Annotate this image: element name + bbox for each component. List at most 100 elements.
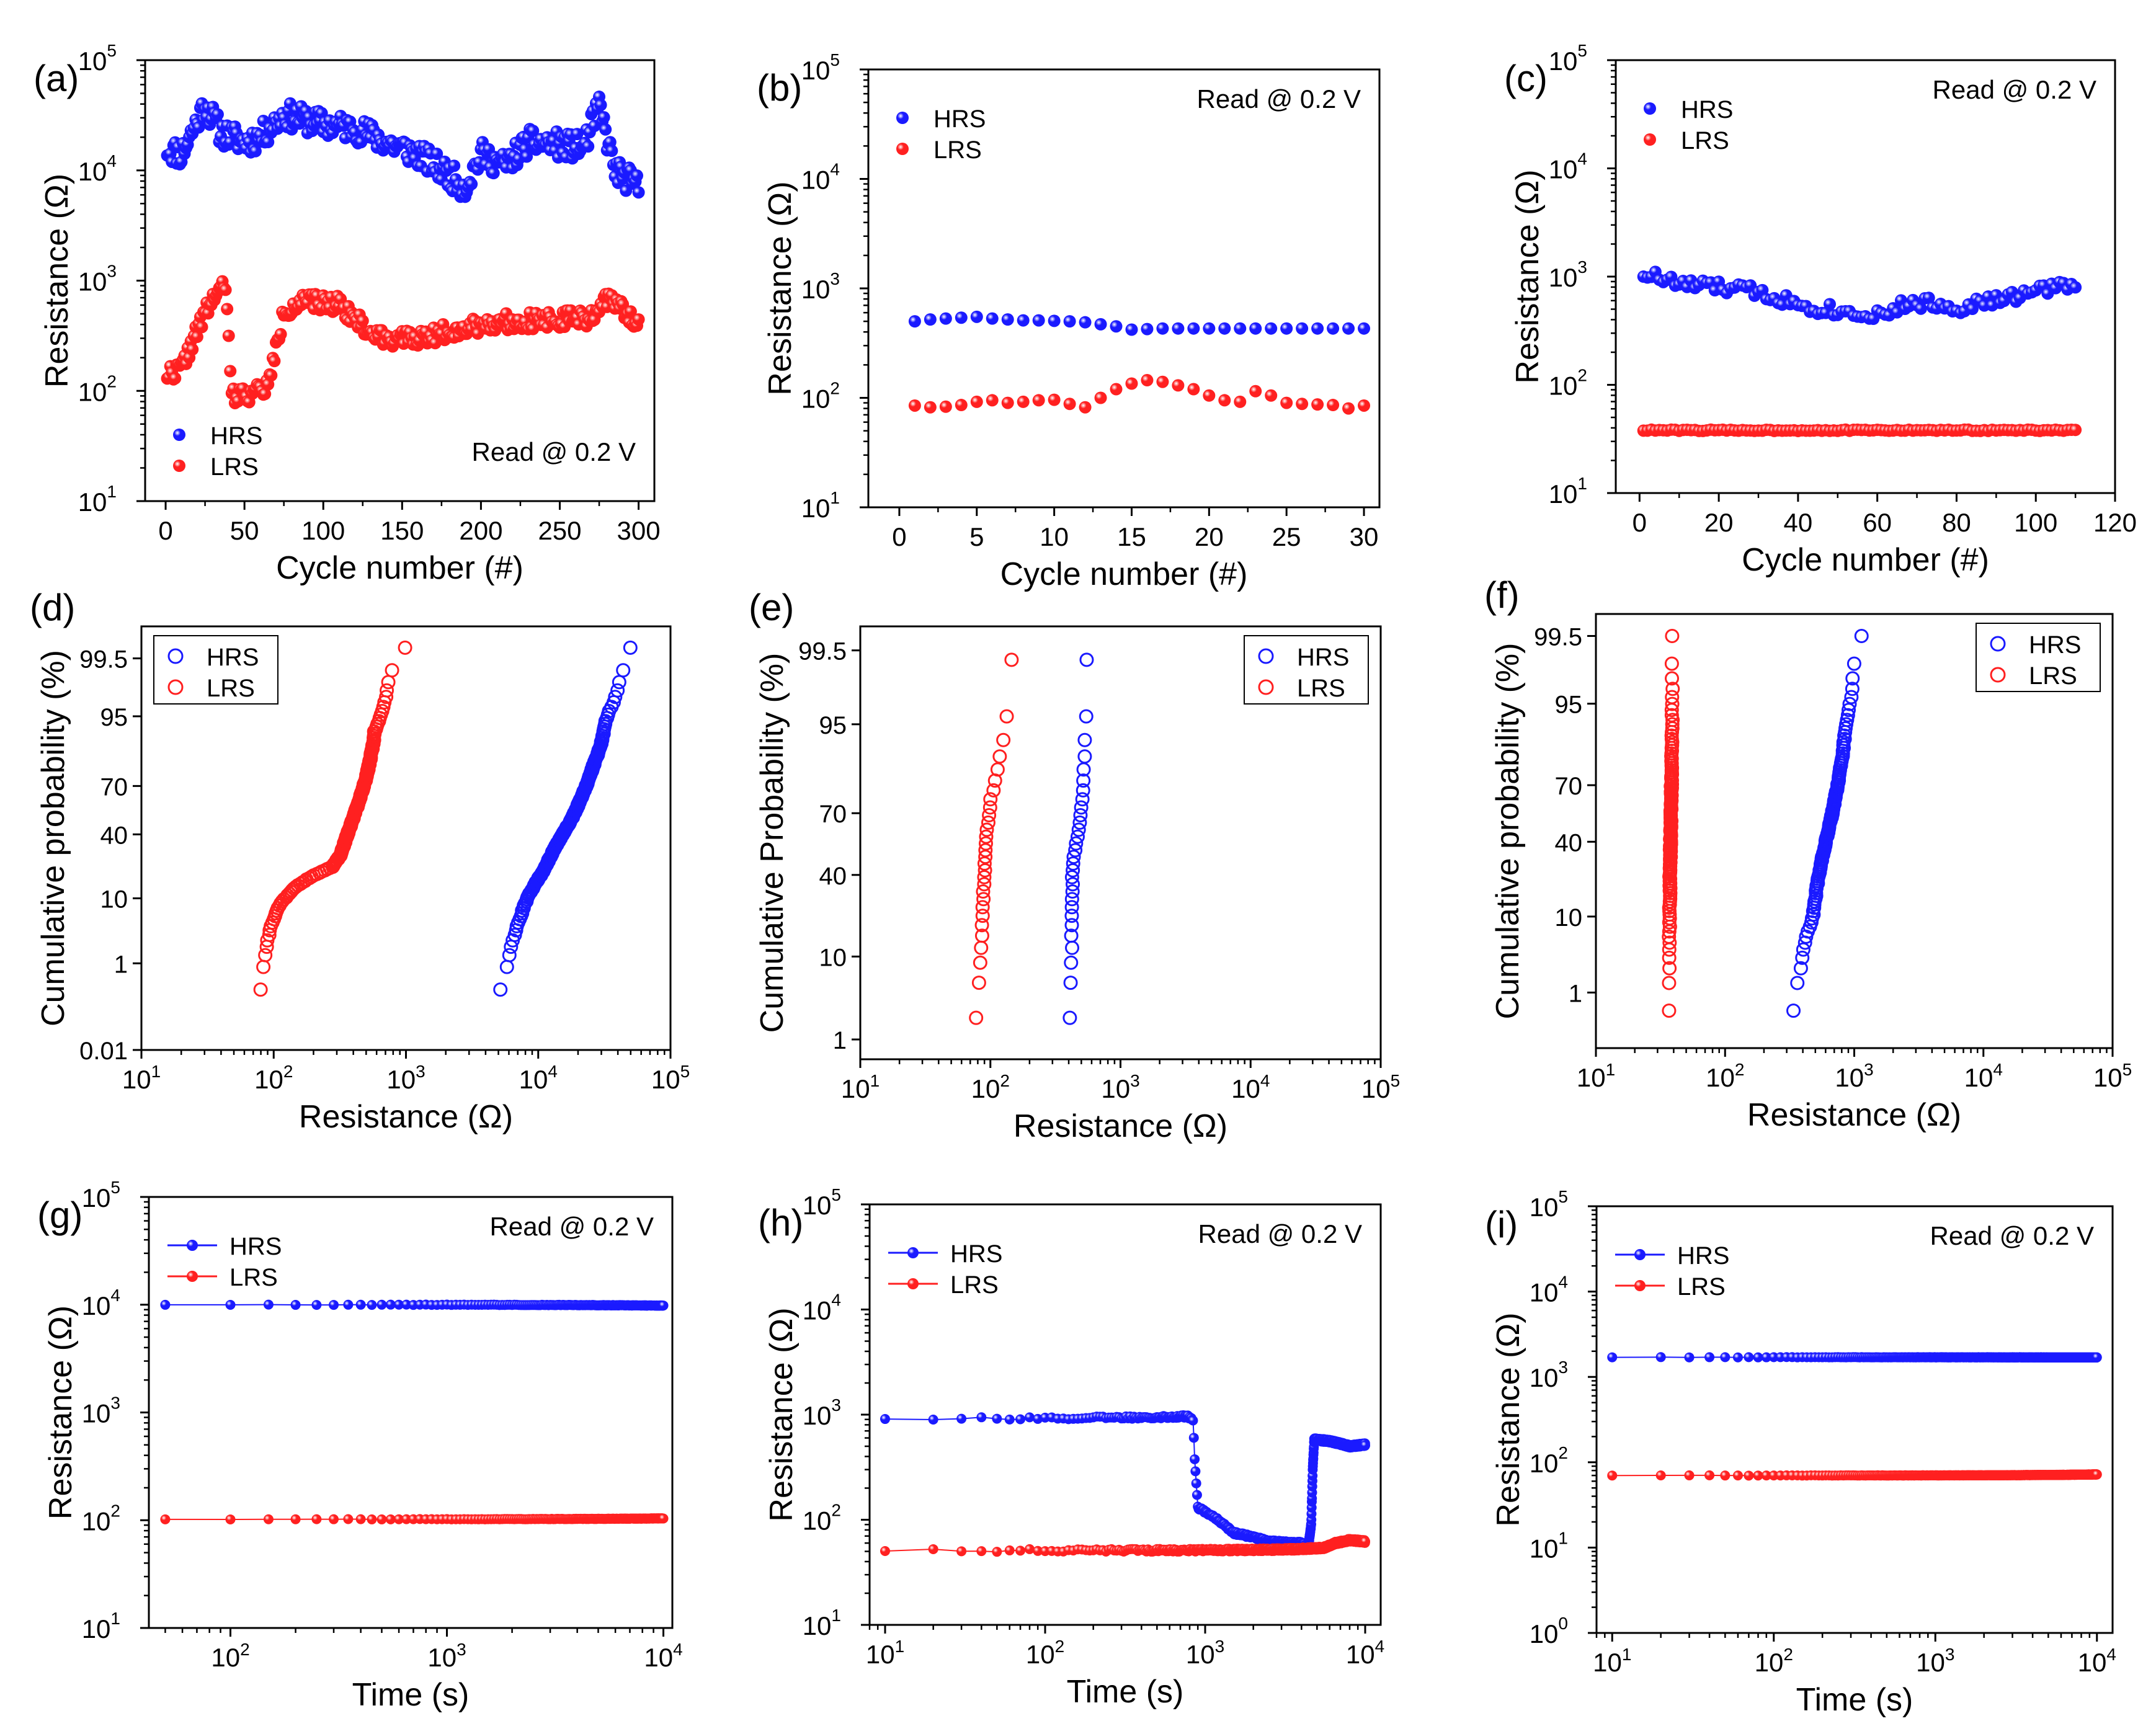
- data-point: [265, 369, 278, 382]
- x-axis-label: Cycle number (#): [1742, 542, 1989, 578]
- data-point: [268, 355, 281, 368]
- data-point: [380, 683, 394, 698]
- data-point: [224, 365, 237, 378]
- x-tick-label: 100: [301, 516, 345, 545]
- data-point: [1249, 322, 1262, 335]
- y-tick-label: 1: [114, 951, 128, 978]
- data-point: [977, 877, 992, 892]
- plot-frame-i: [1595, 1205, 2114, 1634]
- panel-label: (e): [749, 587, 794, 628]
- data-point: [1141, 322, 1154, 336]
- y-tick-label: 1: [833, 1027, 847, 1054]
- x-tick-label: 104: [644, 1640, 682, 1672]
- plot-frame-g: [148, 1196, 674, 1629]
- x-tick-label: 200: [459, 516, 502, 545]
- data-point: [493, 982, 508, 997]
- data-layer-c: [1637, 265, 2082, 437]
- plot-frame-b: [867, 68, 1381, 509]
- y-tick-label: 95: [1555, 692, 1583, 719]
- legend-label: LRS: [933, 136, 982, 164]
- read-annotation: Read @ 0.2 V: [1197, 84, 1361, 113]
- legend-marker: [907, 1247, 919, 1258]
- data-point: [1063, 398, 1076, 411]
- data-point: [1187, 322, 1200, 335]
- data-point: [394, 1514, 404, 1524]
- data-point: [1296, 398, 1309, 411]
- x-tick-label: 60: [1863, 508, 1892, 537]
- data-point: [355, 1299, 366, 1310]
- data-point: [955, 311, 968, 324]
- legend-marker: [1990, 636, 2006, 652]
- data-layer-i: [1607, 1352, 2102, 1481]
- y-axis-label: Resistance (Ω): [43, 1305, 79, 1519]
- data-point: [1790, 976, 1805, 990]
- data-point: [1076, 783, 1090, 798]
- data-point: [974, 928, 989, 943]
- data-point: [1744, 1352, 1754, 1363]
- y-tick-label: 104: [82, 1286, 120, 1320]
- data-point: [1249, 385, 1262, 398]
- y-tick-label: 101: [1549, 474, 1587, 509]
- legend-box: [153, 635, 278, 705]
- legend-marker: [1258, 648, 1274, 664]
- y-tick-label: 105: [801, 50, 840, 85]
- data-point: [616, 663, 631, 678]
- data-point: [599, 123, 612, 136]
- data-point: [379, 690, 394, 705]
- data-point: [343, 1299, 354, 1310]
- data-point: [487, 167, 500, 180]
- legend-marker: [173, 460, 185, 472]
- y-tick-label: 105: [803, 1185, 841, 1220]
- y-tick-label: 95: [819, 712, 847, 739]
- legend-label: LRS: [210, 453, 259, 481]
- data-point: [1094, 318, 1107, 331]
- data-point: [1265, 389, 1278, 402]
- data-point: [190, 331, 203, 344]
- data-point: [160, 1299, 171, 1310]
- data-point: [978, 843, 993, 858]
- data-point: [1665, 713, 1680, 727]
- data-point: [186, 343, 199, 356]
- data-point: [527, 124, 540, 137]
- data-point: [1110, 383, 1123, 396]
- data-point: [975, 909, 990, 923]
- panel-label: (f): [1484, 574, 1520, 616]
- legend-marker: [167, 679, 184, 695]
- read-annotation: Read @ 0.2 V: [1198, 1219, 1362, 1248]
- x-tick-label: 20: [1704, 508, 1734, 537]
- data-point: [969, 1010, 984, 1025]
- y-tick-label: 99.5: [1534, 623, 1582, 651]
- x-tick-label: 120: [2093, 508, 2137, 537]
- data-point: [880, 1414, 891, 1425]
- data-point: [1327, 322, 1340, 335]
- data-point: [1033, 1545, 1043, 1556]
- data-point: [311, 1514, 322, 1524]
- data-point: [632, 186, 645, 199]
- y-axis-label: Resistance (Ω): [764, 1307, 800, 1521]
- legend-marker: [896, 143, 909, 155]
- data-point: [1065, 940, 1080, 955]
- data-point: [612, 675, 626, 690]
- data-point: [928, 1544, 938, 1554]
- x-axis-label: Resistance (Ω): [1747, 1097, 1961, 1133]
- data-point: [448, 159, 461, 172]
- y-tick-label: 101: [78, 482, 117, 517]
- x-axis-label: Resistance (Ω): [1013, 1108, 1227, 1144]
- x-tick-label: 103: [386, 1062, 425, 1094]
- data-point: [1662, 976, 1677, 990]
- data-point: [253, 982, 268, 997]
- data-point: [974, 918, 989, 933]
- data-point: [1966, 303, 1979, 316]
- legend-marker: [1644, 102, 1656, 115]
- read-annotation: Read @ 0.2 V: [490, 1212, 654, 1241]
- data-point: [976, 884, 991, 899]
- series-hrs: [493, 640, 638, 997]
- data-point: [1664, 656, 1679, 671]
- data-point: [1192, 1490, 1202, 1500]
- data-point: [311, 1300, 322, 1310]
- data-point: [617, 298, 630, 311]
- data-point: [1665, 671, 1680, 686]
- x-tick-label: 150: [380, 516, 424, 545]
